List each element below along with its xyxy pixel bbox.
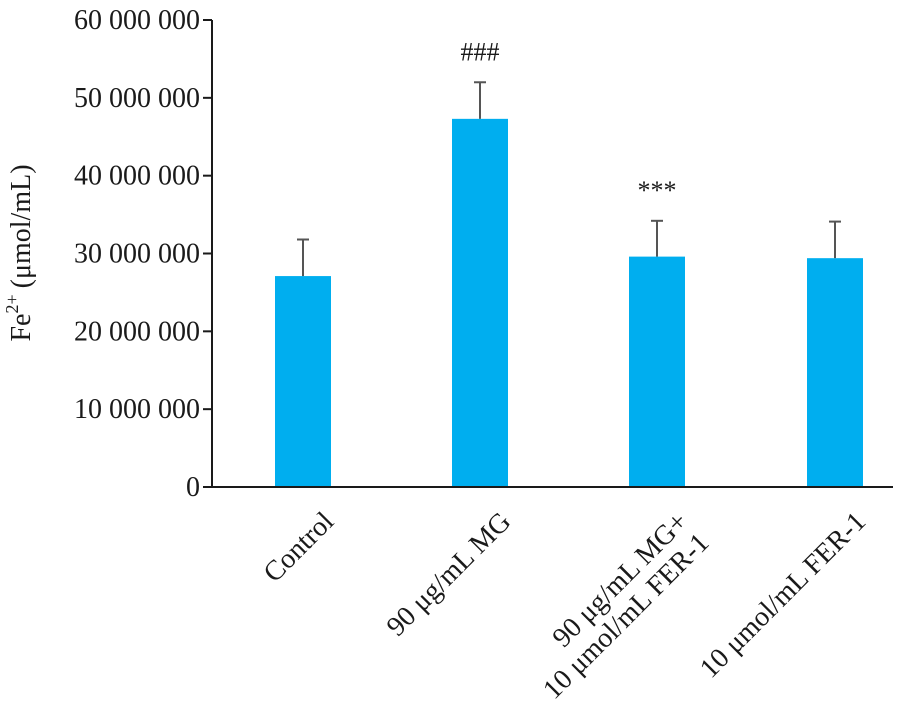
bar (807, 258, 863, 487)
significance-labels: ### *** (461, 37, 677, 205)
y-tick-label: 40 000 000 (74, 161, 200, 192)
y-tick-label: 60 000 000 (74, 5, 200, 36)
x-category-label-line: 90 μg/mL MG (381, 506, 517, 642)
x-category-label-line: Control (258, 506, 341, 589)
x-category-label: 90 μg/mL MG (381, 506, 517, 642)
y-tick-label: 30 000 000 (74, 239, 200, 270)
x-category-label: 10 μmol/mL FER-1 (694, 506, 872, 684)
y-axis-title-base: Fe (6, 314, 37, 342)
y-tick-label: 10 000 000 (74, 394, 200, 425)
x-axis-labels: Control 90 μg/mL MG 90 μg/mL MG+10 μmol/mL… (258, 506, 872, 704)
y-axis-ticks: 0 10 000 000 20 000 000 30 000 000 40 000 00… (74, 5, 212, 503)
bar (452, 118, 508, 488)
significance-label: ### (461, 37, 500, 66)
y-axis-title-superscript: 2+ (2, 294, 22, 313)
y-tick-label: 50 000 000 (74, 83, 200, 114)
x-category-label: Control (258, 506, 341, 589)
y-tick-label: 20 000 000 (74, 316, 200, 347)
bar (275, 276, 331, 487)
significance-label: *** (638, 176, 677, 205)
bar (629, 256, 685, 487)
bars (275, 118, 863, 488)
y-axis-title: Fe2+ (μmol/mL) (2, 164, 37, 341)
error-bars (297, 81, 841, 277)
y-tick-label: 0 (186, 472, 200, 503)
x-category-label: 90 μg/mL MG+10 μmol/mL FER-1 (537, 506, 715, 704)
x-category-label-line: 10 μmol/mL FER-1 (694, 506, 872, 684)
y-axis-title-unit: (μmol/mL) (6, 164, 37, 288)
